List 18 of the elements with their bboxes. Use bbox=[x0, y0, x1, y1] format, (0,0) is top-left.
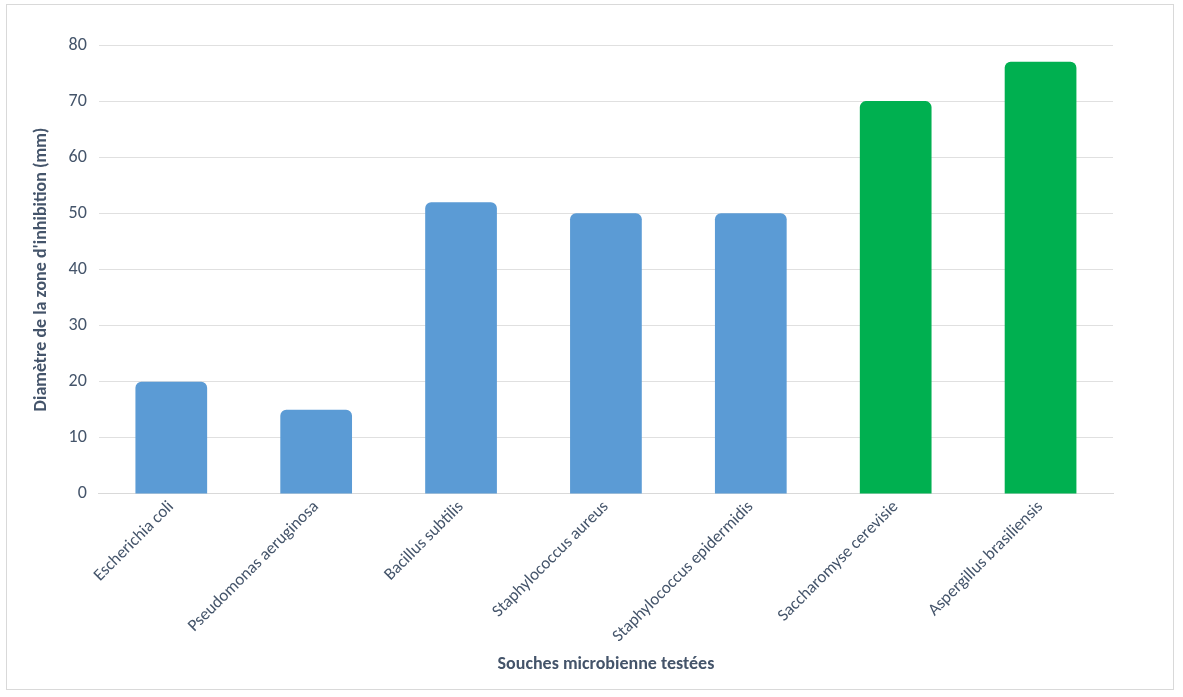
y-tick-label: 50 bbox=[68, 200, 87, 223]
y-tick-label: 0 bbox=[77, 481, 87, 504]
y-axis-title: Diamètre de la zone d'inhibition (mm) bbox=[29, 127, 52, 412]
x-axis-title: Souches microbienne testées bbox=[497, 651, 715, 674]
y-tick-label: 20 bbox=[68, 369, 87, 392]
y-tick-label: 70 bbox=[68, 88, 87, 111]
bar bbox=[570, 213, 642, 494]
bar bbox=[425, 202, 497, 494]
bar bbox=[280, 409, 353, 494]
bar bbox=[135, 381, 208, 494]
bar bbox=[1004, 61, 1077, 494]
y-tick-label: 40 bbox=[68, 256, 87, 279]
y-tick-label: 30 bbox=[68, 313, 87, 336]
bar bbox=[714, 213, 787, 494]
y-tick-label: 60 bbox=[68, 144, 87, 167]
bar bbox=[859, 101, 932, 494]
y-tick-label: 80 bbox=[68, 32, 87, 55]
y-tick-label: 10 bbox=[68, 425, 87, 448]
